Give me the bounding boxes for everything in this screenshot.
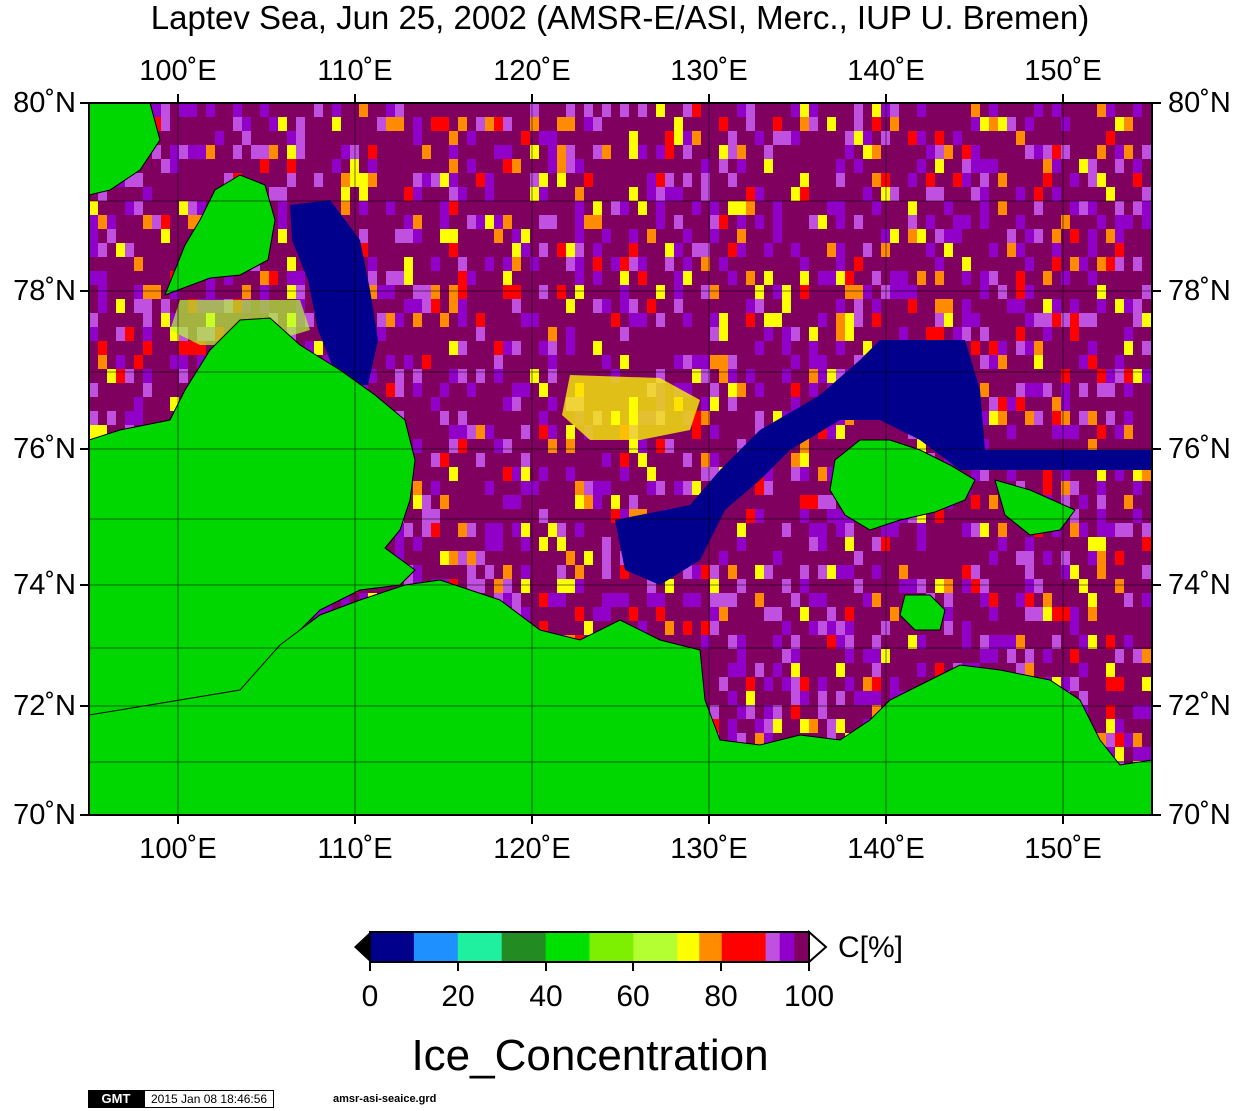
- ice-concentration-map: [80, 94, 1161, 824]
- lat-label-left: 72˚N: [13, 690, 76, 722]
- colorbar-swatch: [501, 932, 547, 962]
- lon-label-top: 150˚E: [1024, 55, 1102, 87]
- lat-label-left: 74˚N: [13, 569, 76, 601]
- colorbar-swatch: [413, 932, 459, 962]
- colorbar-ticks: [369, 962, 810, 971]
- colorbar-swatch: [370, 932, 415, 962]
- colorbar-over-arrow: [808, 929, 828, 965]
- colorbar-swatch: [457, 932, 503, 962]
- grid-filename: amsr-asi-seaice.grd: [333, 1093, 437, 1105]
- colorbar-swatch: [589, 932, 634, 962]
- colorbar-tick-label: 60: [616, 980, 650, 1013]
- land-bolshoy-lyakhovsky-island: [899, 594, 946, 631]
- colorbar-tick-label: 0: [361, 980, 379, 1013]
- lat-label-right: 70˚N: [1168, 799, 1231, 831]
- lat-label-right: 76˚N: [1168, 433, 1231, 465]
- colorbar-title: Ice_Concentration: [411, 1031, 769, 1080]
- lon-label-top: 100˚E: [139, 55, 217, 87]
- colorbar-tick-label: 100: [783, 980, 835, 1013]
- colorbar-swatch: [721, 932, 766, 962]
- lat-label-right: 78˚N: [1168, 275, 1231, 307]
- colorbar-swatch: [779, 932, 795, 962]
- lon-label-bottom: 120˚E: [493, 833, 571, 865]
- map-tick-marks: [80, 94, 1161, 824]
- colorbar-swatch: [721, 932, 766, 962]
- colorbar-under-arrow: [354, 932, 370, 962]
- land-novaya-sibir-island: [994, 479, 1076, 536]
- open-water-polynya-west: [290, 200, 378, 385]
- lon-label-top: 130˚E: [670, 55, 748, 87]
- lon-label-bottom: 140˚E: [847, 833, 925, 865]
- lat-label-right: 80˚N: [1168, 87, 1231, 119]
- colorbar-swatches: [370, 932, 810, 962]
- lon-label-bottom: 130˚E: [670, 833, 748, 865]
- open-water-polynya-east: [615, 340, 1152, 585]
- colorbar-tick-label: 80: [704, 980, 738, 1013]
- colorbar-swatch: [677, 932, 722, 962]
- page-title: Laptev Sea, Jun 25, 2002 (AMSR-E/ASI, Me…: [150, 0, 1090, 36]
- colorbar-swatch: [794, 932, 810, 962]
- land-severnaya-zemlya: [164, 174, 276, 296]
- gmt-logo: GMT: [88, 1090, 144, 1108]
- lat-label-left: 78˚N: [13, 275, 76, 307]
- lon-label-bottom: 100˚E: [139, 833, 217, 865]
- lat-label-left: 80˚N: [13, 87, 76, 119]
- gmt-timestamp: 2015 Jan 08 18:46:56: [144, 1090, 275, 1108]
- colorbar-frame: [369, 931, 810, 963]
- graticule: [89, 103, 1152, 815]
- land-kotelny-island: [829, 439, 976, 531]
- colorbar-swatch: [633, 932, 678, 962]
- land-severnaya-zemlya-north: [89, 103, 161, 196]
- lon-label-bottom: 110˚E: [317, 833, 393, 865]
- colorbar-swatch: [545, 932, 590, 962]
- colorbar-tick-label: 40: [529, 980, 563, 1013]
- colorbar-unit-label: C[%]: [838, 931, 904, 964]
- lon-label-top: 120˚E: [493, 55, 571, 87]
- lon-label-top: 110˚E: [317, 55, 393, 87]
- colorbar-tick-label: 20: [441, 980, 475, 1013]
- colorbar-swatch: [765, 932, 810, 962]
- lat-label-right: 74˚N: [1168, 569, 1231, 601]
- marginal-ice-zone: [562, 375, 700, 440]
- colorbar-swatch: [765, 932, 781, 962]
- lat-label-left: 76˚N: [13, 433, 76, 465]
- lat-label-right: 72˚N: [1168, 690, 1231, 722]
- lon-label-bottom: 150˚E: [1024, 833, 1102, 865]
- lat-label-left: 70˚N: [13, 799, 76, 831]
- colorbar-swatch: [699, 932, 722, 962]
- map-frame: [88, 102, 1153, 816]
- lon-label-top: 140˚E: [847, 55, 925, 87]
